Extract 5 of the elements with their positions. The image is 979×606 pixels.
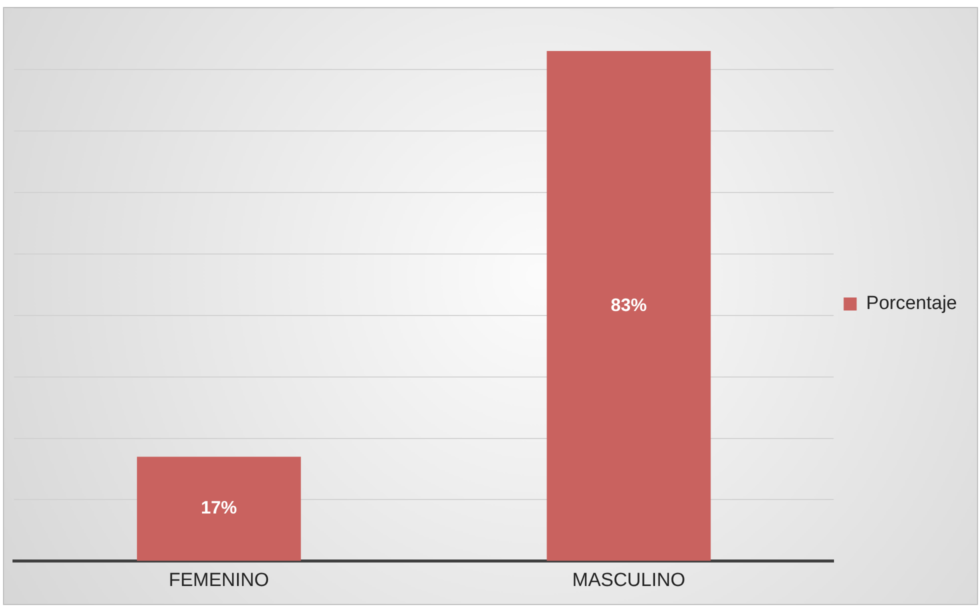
x-tick-label: MASCULINO <box>572 570 686 591</box>
legend-label: Porcentaje <box>866 293 958 314</box>
data-label: 83% <box>610 294 647 315</box>
data-label: 17% <box>200 498 237 518</box>
x-tick-label: FEMENINO <box>168 570 270 591</box>
